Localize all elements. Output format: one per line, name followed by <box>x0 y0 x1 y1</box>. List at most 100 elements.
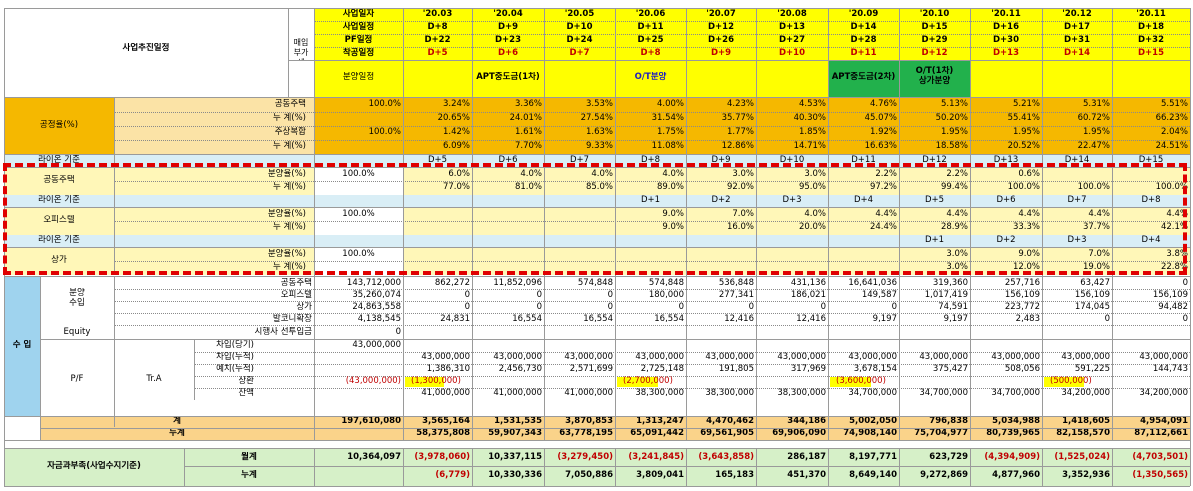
sales-cum: 81.0% <box>514 182 542 192</box>
grid-line <box>288 8 289 97</box>
grid-line <box>114 126 1190 127</box>
progress-value: 55.41% <box>1007 113 1040 123</box>
progress-value: 50.20% <box>935 113 968 123</box>
funding-label: 자금과부족(사업수지기준) <box>47 461 141 471</box>
base-value: D+12 <box>922 155 947 165</box>
cumulative-label: 누계 <box>169 428 185 438</box>
grid-line <box>114 277 115 427</box>
cum-label: 누 계(%) <box>272 222 306 232</box>
funding-monthly-value: 8,197,771 <box>849 452 897 462</box>
income-value: 174,045 <box>1074 302 1110 312</box>
schedule-event: O/T분양 <box>634 72 667 82</box>
income-value: 16,641,036 <box>848 278 897 288</box>
funding-monthly-value: (4,394,909) <box>984 452 1040 462</box>
header-start-cell: D+9 <box>710 48 732 58</box>
pf-value: 41,000,000 <box>564 388 613 398</box>
grid-line <box>686 448 687 486</box>
business-schedule-label: 사업추진일정 <box>122 43 170 53</box>
sales-rate <box>1042 169 1112 181</box>
grid-line <box>114 313 1190 314</box>
income-value: 156,109 <box>1004 290 1040 300</box>
income-side <box>4 277 40 417</box>
base-value: D+1 <box>924 235 945 245</box>
header-date-cell: '20.03 <box>422 9 453 19</box>
base-value <box>403 195 472 207</box>
subtotal-value: 344,186 <box>787 416 826 426</box>
grid-line <box>114 112 1190 113</box>
income-value: 536,848 <box>718 278 754 288</box>
equity-row-label: 시행사 선투입금 <box>254 327 312 337</box>
pf-value: 41,000,000 <box>421 388 470 398</box>
sales-cum: 19.0% <box>1082 262 1110 272</box>
grid-line <box>1042 98 1043 440</box>
cumulative-value: 69,561,905 <box>700 428 754 438</box>
grid-line <box>114 140 1190 141</box>
header-date-cell: '20.07 <box>706 9 736 19</box>
subtotal-total: 197,610,080 <box>341 416 401 426</box>
sales-cum: 12.0% <box>1012 262 1040 272</box>
income-value: 11,852,096 <box>493 278 542 288</box>
pf-total <box>314 352 403 364</box>
rate-label: 분양율(%) <box>267 249 306 259</box>
income-value: 0 <box>1182 314 1188 324</box>
grid-line <box>1042 448 1043 486</box>
header-pf-cell: D+29 <box>921 35 948 45</box>
grid-line <box>194 364 1190 365</box>
pf-value: 43,000,000 <box>564 352 613 362</box>
progress-value: 1.95% <box>940 127 968 137</box>
sales-cum: 99.4% <box>940 182 968 192</box>
pf-value: 43,000,000 <box>1139 352 1188 362</box>
progress-value: 40.30% <box>793 113 826 123</box>
grid-line <box>970 98 971 440</box>
sales-rate: 9.0% <box>662 209 684 219</box>
cumulative-value: 59,907,343 <box>488 428 542 438</box>
progress-value: 35.77% <box>721 113 754 123</box>
header-biz-cell: D+8 <box>427 22 448 32</box>
funding-cum-value: 10,330,336 <box>488 470 542 480</box>
pf-total: (43,000,000) <box>345 376 401 386</box>
progress-value: 31.54% <box>651 113 684 123</box>
grid-line <box>114 155 115 275</box>
pf-value: 191,805 <box>718 364 754 374</box>
cum-label: 누 계(%) <box>272 262 306 272</box>
cumulative-value: 80,739,965 <box>986 428 1040 438</box>
header-start-cell: D+6 <box>497 48 519 58</box>
income-value: 74,591 <box>938 302 968 312</box>
subtotal-label: 계 <box>173 416 181 426</box>
pf-value <box>828 340 899 352</box>
sales-category: 상가 <box>51 255 67 265</box>
grid-line <box>970 8 971 97</box>
funding-monthly-total: 10,364,097 <box>347 452 401 462</box>
cumulative-value: 82,158,570 <box>1056 428 1110 438</box>
grid-line <box>403 98 404 440</box>
funding-cum-value: 4,877,960 <box>992 470 1040 480</box>
income-value: 180,000 <box>648 290 684 300</box>
pf-value: 2,571,699 <box>569 364 613 374</box>
income-value: 0 <box>536 290 542 300</box>
income-value: 16,554 <box>583 314 613 324</box>
progress-value: 22.47% <box>1077 141 1110 151</box>
header-pf-cell: D+28 <box>850 35 877 45</box>
grid-line <box>194 388 1190 389</box>
sales-cum <box>544 262 615 274</box>
repay-highlight <box>830 377 871 387</box>
progress-value: 3.53% <box>585 99 613 109</box>
pf-value: 34,200,000 <box>1139 388 1188 398</box>
cumulative-value: 74,908,140 <box>843 428 897 438</box>
header-row-label: 사업일자 <box>342 9 375 19</box>
header-date-cell: '20.08 <box>777 9 807 19</box>
progress-total <box>314 113 403 125</box>
sales-cum: 100.0% <box>1077 182 1110 192</box>
grid-line <box>114 325 1190 326</box>
income-value: 12,416 <box>796 314 826 324</box>
grid-line <box>114 289 1190 290</box>
pf-value: 43,000,000 <box>421 352 470 362</box>
progress-value: 1.92% <box>869 127 897 137</box>
grid-line <box>4 276 1190 277</box>
sales-cum: 16.0% <box>726 222 754 232</box>
subtotal-value: 1,418,605 <box>1062 416 1110 426</box>
pf-value: 34,200,000 <box>1061 388 1110 398</box>
header-date-cell: '20.11 <box>1136 9 1166 19</box>
grid-line <box>756 98 757 440</box>
sales-rate: 4.4% <box>1166 209 1188 219</box>
